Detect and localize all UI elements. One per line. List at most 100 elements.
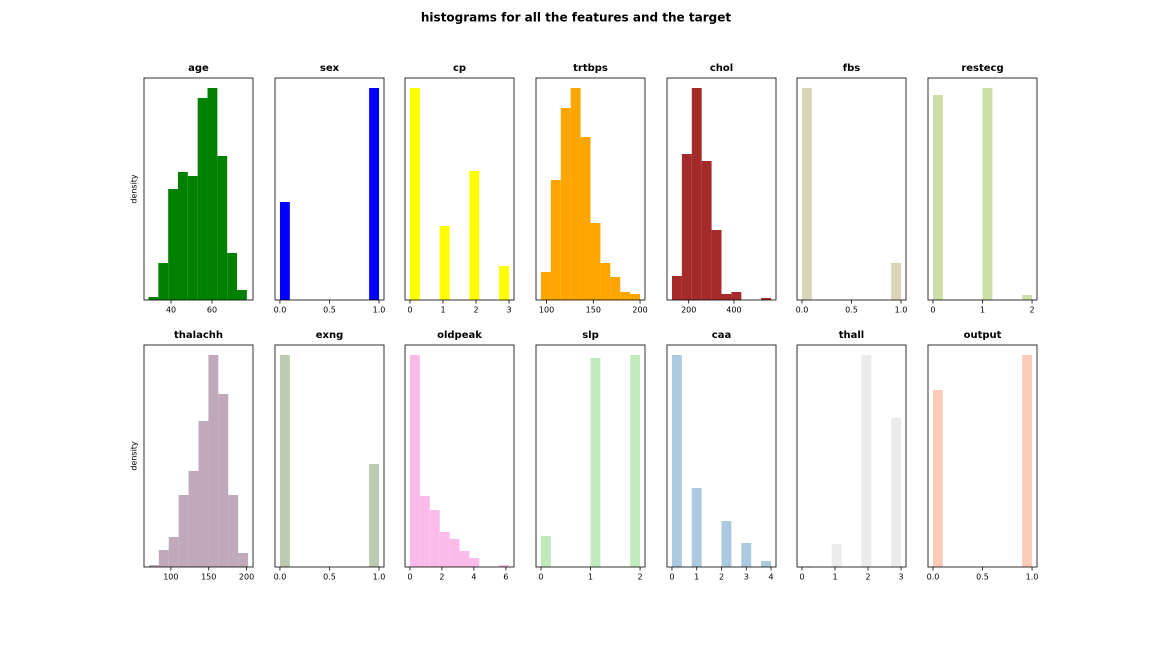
subplot-title: age: [188, 63, 209, 74]
x-tick-label: 40: [166, 306, 176, 315]
x-tick-label: 1.0: [373, 306, 386, 315]
axes-frame: [796, 77, 907, 301]
x-tick-label: 1: [832, 573, 837, 582]
y-axis-label: density: [130, 441, 139, 471]
bar: [1022, 355, 1033, 567]
bar: [600, 263, 611, 300]
bar: [630, 355, 641, 567]
x-tick-label: 150: [201, 573, 216, 582]
bar: [550, 180, 561, 300]
bar: [429, 510, 440, 567]
axes-frame: [796, 344, 907, 568]
subplot-title: exng: [316, 330, 344, 341]
x-tick-label: 200: [632, 306, 647, 315]
x-tick-label: 0: [799, 573, 804, 582]
bar: [148, 297, 159, 300]
subplot-title: thall: [839, 330, 865, 341]
bar: [580, 137, 591, 300]
bar: [208, 355, 219, 567]
bar: [217, 156, 228, 300]
subplot-title: chol: [710, 63, 733, 74]
bar: [932, 95, 943, 300]
axes-frame: [666, 77, 777, 301]
x-tick-label: 4: [768, 573, 773, 582]
axes-frame: [535, 77, 646, 301]
bar: [237, 290, 247, 300]
x-tick-label: 4: [471, 573, 476, 582]
bar: [761, 561, 772, 567]
x-tick-label: 1: [694, 573, 699, 582]
x-tick-label: 60: [207, 306, 217, 315]
bar: [630, 294, 641, 300]
bar: [459, 551, 470, 567]
bar: [721, 521, 732, 567]
bar: [178, 495, 189, 567]
x-tick-label: 0: [538, 573, 543, 582]
x-tick-label: 0.0: [274, 573, 287, 582]
bar: [499, 565, 510, 567]
axes-frame: [404, 344, 515, 568]
bar: [449, 539, 460, 567]
bar: [279, 202, 290, 300]
axes-frame: [143, 77, 254, 301]
bar: [741, 543, 752, 567]
x-tick-label: 0: [407, 306, 412, 315]
bar: [218, 394, 229, 567]
x-tick-label: 2: [1029, 306, 1034, 315]
bar: [228, 495, 239, 567]
axes-frame: [143, 344, 254, 568]
bar: [168, 189, 179, 300]
bar: [369, 464, 380, 567]
bar: [158, 550, 169, 567]
x-tick-label: 400: [726, 306, 741, 315]
bar: [238, 553, 249, 567]
subplot-title: caa: [712, 330, 731, 341]
x-tick-label: 100: [539, 306, 554, 315]
x-tick-label: 2: [473, 306, 478, 315]
x-tick-label: 0.5: [976, 573, 989, 582]
bar: [469, 171, 480, 300]
bar: [168, 537, 179, 567]
x-tick-label: 100: [163, 573, 178, 582]
bar: [831, 544, 842, 567]
bar: [207, 88, 218, 300]
bar: [469, 558, 480, 567]
bar: [227, 253, 238, 300]
bar: [891, 418, 902, 567]
bar: [691, 88, 702, 300]
subplot-title: thalachh: [174, 330, 223, 341]
bar: [620, 292, 631, 300]
x-tick-label: 1.0: [895, 306, 908, 315]
axes-frame: [404, 77, 515, 301]
bar: [148, 565, 159, 567]
subplot-title: fbs: [843, 63, 861, 74]
x-tick-label: 1: [588, 573, 593, 582]
bar: [891, 263, 902, 300]
bar: [419, 496, 430, 567]
x-tick-label: 0: [930, 306, 935, 315]
x-tick-label: 6: [503, 573, 508, 582]
axes-frame: [274, 77, 385, 301]
bar: [932, 390, 943, 567]
bar: [158, 263, 169, 300]
x-tick-label: 3: [898, 573, 903, 582]
subplot-title: output: [964, 330, 1002, 341]
bar: [861, 355, 872, 567]
bar: [439, 226, 450, 300]
bar: [731, 292, 742, 300]
bar: [701, 161, 712, 300]
figure-title: histograms for all the features and the …: [421, 11, 731, 25]
x-tick-label: 0.5: [845, 306, 858, 315]
bar: [761, 298, 772, 300]
subplot-title: trtbps: [573, 63, 608, 74]
bar: [1022, 295, 1033, 300]
bar: [560, 108, 571, 300]
x-tick-label: 0.5: [323, 573, 336, 582]
bar: [721, 294, 732, 300]
bar: [540, 536, 551, 567]
x-tick-label: 1: [440, 306, 445, 315]
x-tick-label: 150: [586, 306, 601, 315]
bar: [279, 355, 290, 567]
bar: [590, 358, 601, 567]
